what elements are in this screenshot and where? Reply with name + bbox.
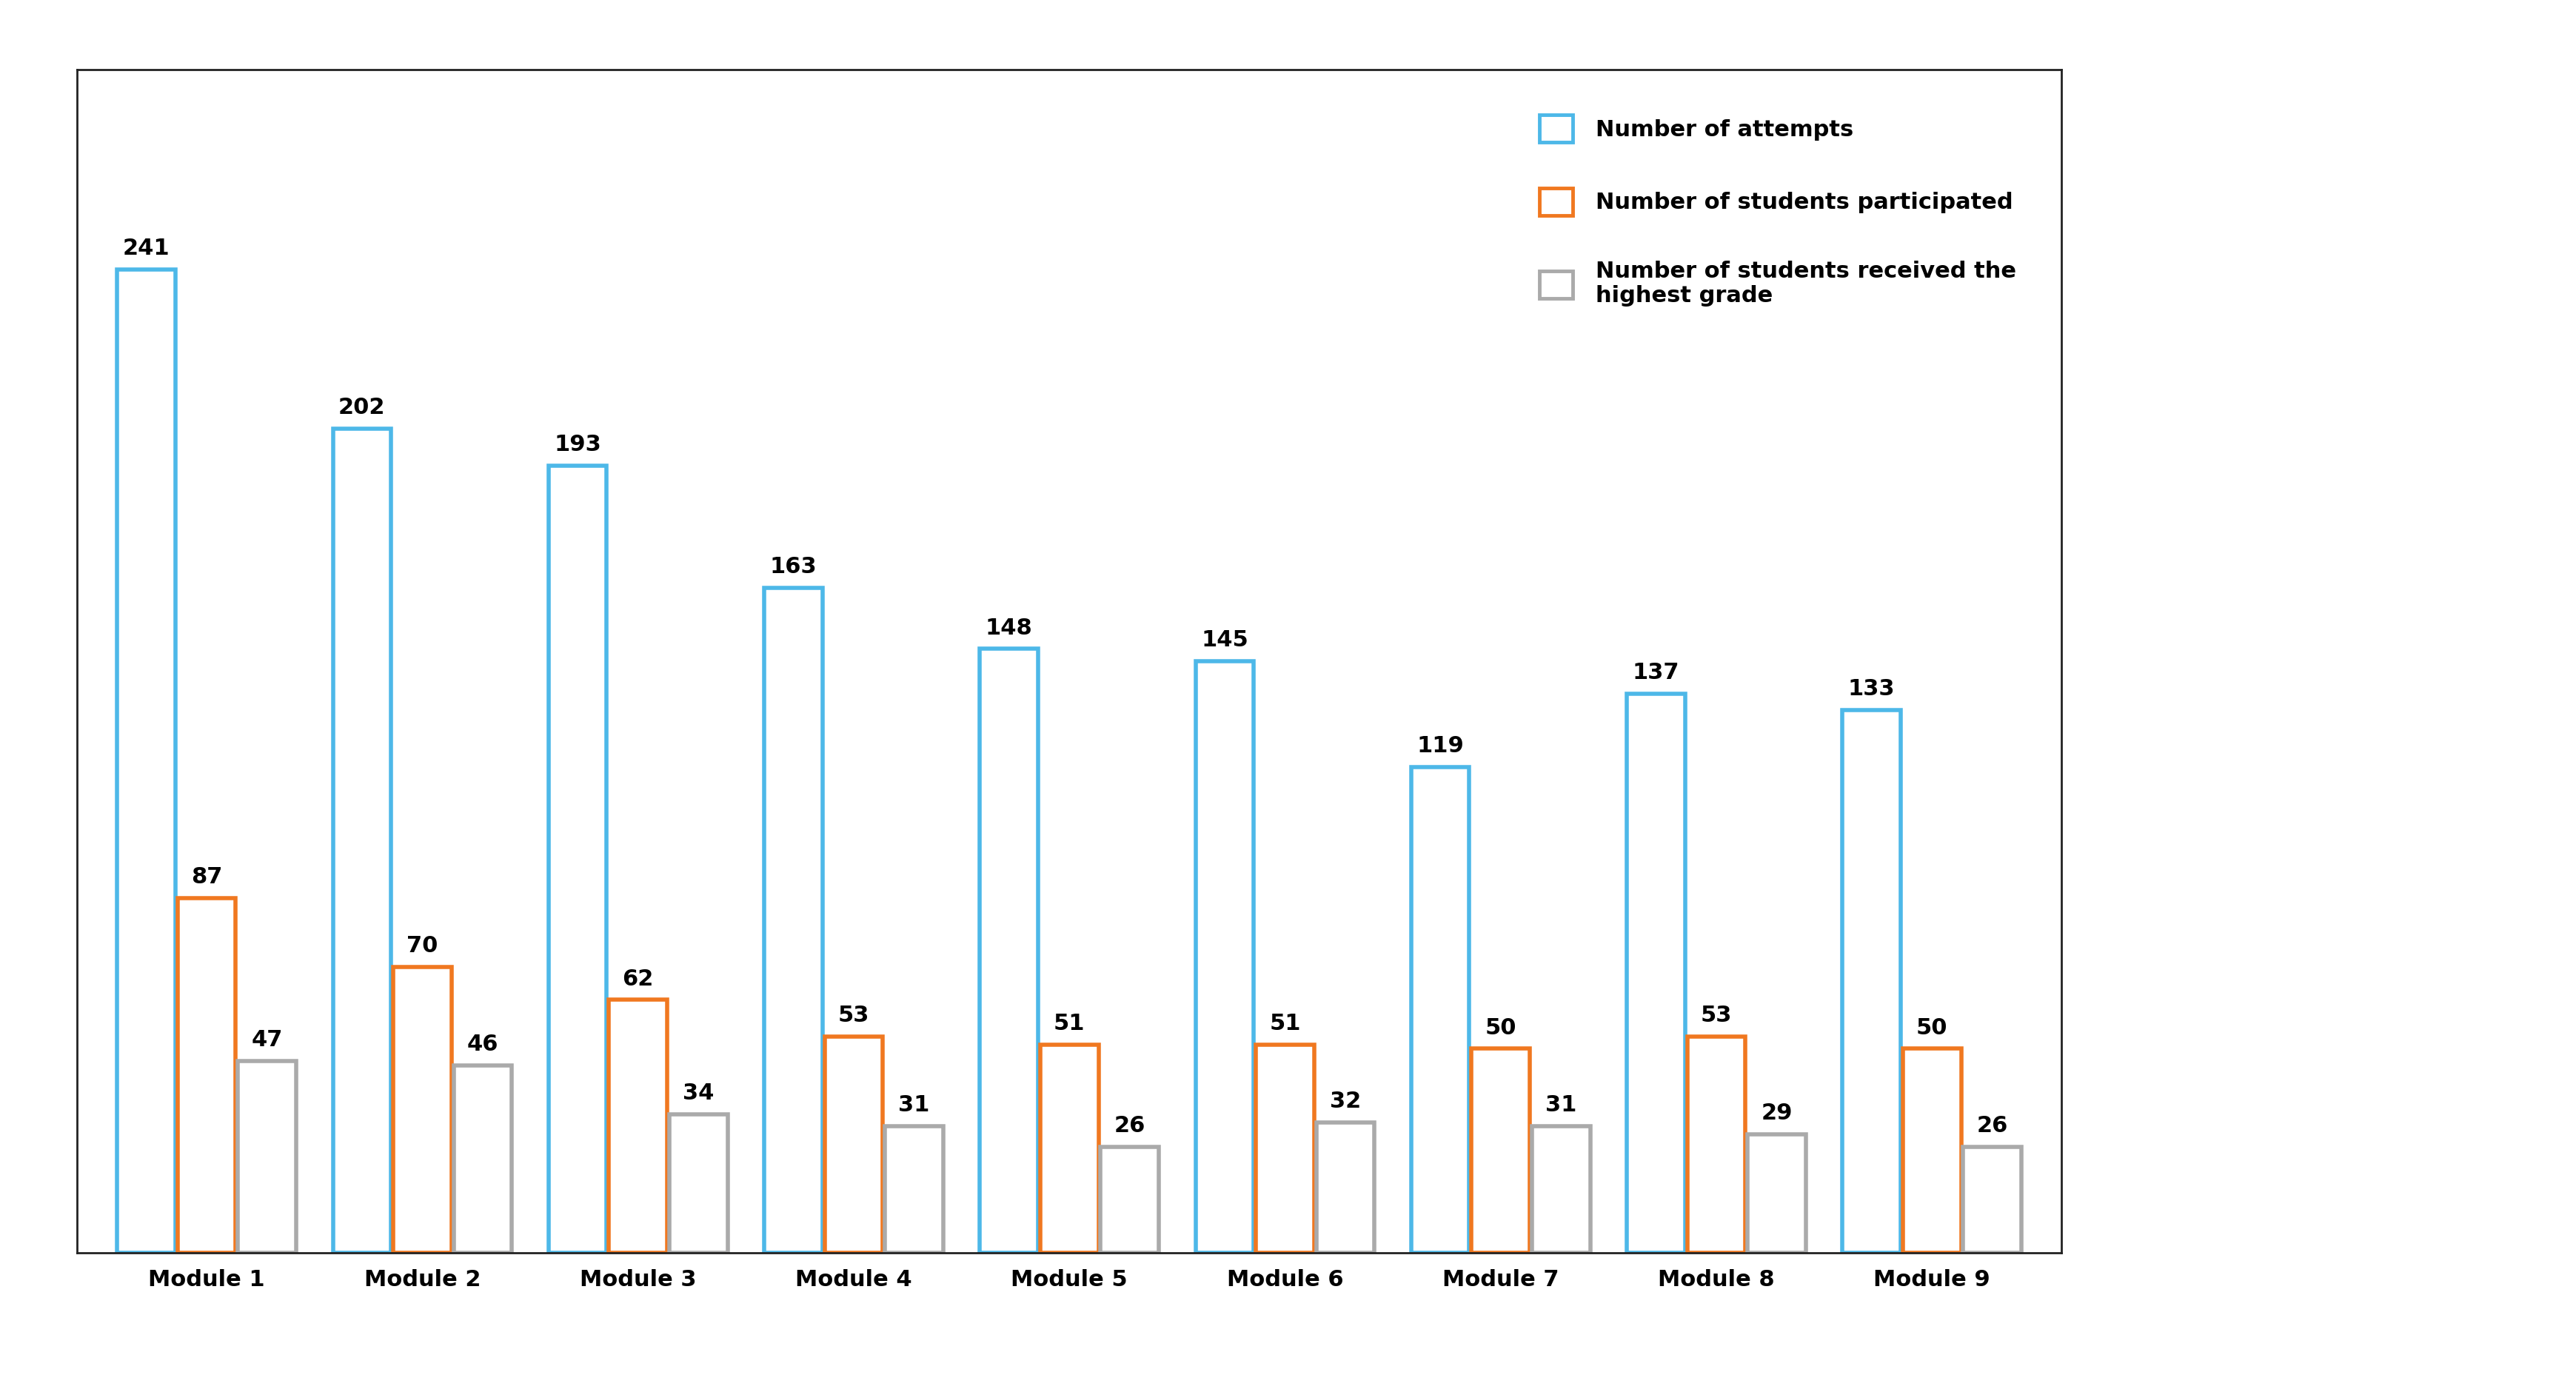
Bar	[1100, 1147, 1159, 1253]
Text: 50: 50	[1917, 1018, 1947, 1038]
Bar	[765, 587, 822, 1253]
Text: 53: 53	[837, 1005, 868, 1026]
Bar	[178, 898, 237, 1253]
Bar	[1471, 1048, 1530, 1253]
Bar	[1842, 710, 1901, 1253]
Bar	[453, 1065, 513, 1253]
Bar	[237, 1061, 296, 1253]
Text: 46: 46	[466, 1033, 497, 1055]
Bar	[1963, 1147, 2022, 1253]
Text: 51: 51	[1270, 1013, 1301, 1034]
Text: 29: 29	[1759, 1102, 1793, 1125]
Text: 119: 119	[1417, 735, 1463, 757]
Text: 47: 47	[252, 1029, 283, 1051]
Bar	[608, 999, 667, 1253]
Bar	[1195, 661, 1255, 1253]
Text: 62: 62	[623, 969, 654, 990]
Bar	[1316, 1122, 1373, 1253]
Text: 34: 34	[683, 1083, 714, 1104]
Bar	[549, 465, 605, 1253]
Bar	[1533, 1126, 1589, 1253]
Bar	[1255, 1045, 1314, 1253]
Text: 202: 202	[337, 397, 386, 419]
Text: 145: 145	[1200, 629, 1247, 651]
Legend: Number of attempts, Number of students participated, Number of students received: Number of attempts, Number of students p…	[1504, 81, 2050, 341]
Text: 137: 137	[1633, 663, 1680, 683]
Text: 70: 70	[407, 935, 438, 958]
Text: 26: 26	[1113, 1115, 1146, 1136]
Bar	[116, 270, 175, 1253]
Text: 53: 53	[1700, 1005, 1731, 1026]
Bar	[824, 1037, 884, 1253]
Text: 148: 148	[984, 617, 1033, 639]
Text: 50: 50	[1484, 1018, 1515, 1038]
Bar	[979, 649, 1038, 1253]
Bar	[884, 1126, 943, 1253]
Bar	[1625, 693, 1685, 1253]
Bar	[394, 967, 451, 1253]
Text: 32: 32	[1329, 1090, 1360, 1112]
Text: 87: 87	[191, 866, 222, 888]
Bar	[332, 429, 392, 1253]
Bar	[1412, 767, 1468, 1253]
Bar	[1901, 1048, 1960, 1253]
Text: 133: 133	[1847, 678, 1893, 700]
Bar	[670, 1114, 726, 1253]
Text: 163: 163	[770, 555, 817, 578]
Text: 241: 241	[124, 238, 170, 259]
Bar	[1041, 1045, 1097, 1253]
Text: 31: 31	[1546, 1094, 1577, 1116]
Text: 31: 31	[899, 1094, 930, 1116]
Bar	[1687, 1037, 1744, 1253]
Text: 193: 193	[554, 434, 600, 455]
Text: 26: 26	[1976, 1115, 2007, 1136]
Text: 51: 51	[1054, 1013, 1084, 1034]
Bar	[1747, 1134, 1806, 1253]
